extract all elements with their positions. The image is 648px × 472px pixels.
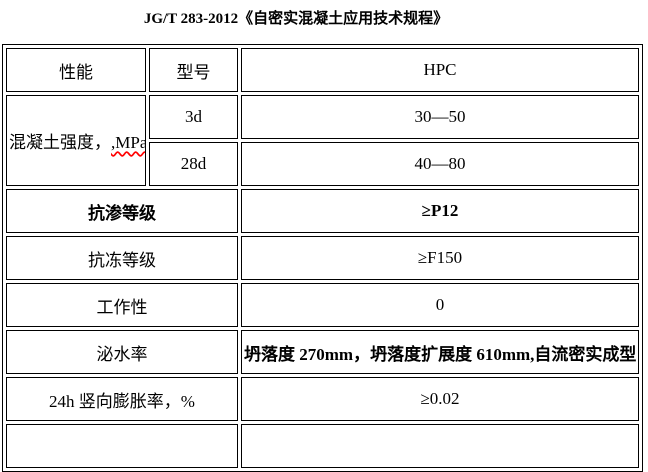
strength-value-3d: 30—50 [241,95,639,139]
frost-resistance-label: 抗冻等级 [6,236,238,280]
strength-age-28d: 28d [149,142,238,186]
strength-value-28d: 40—80 [241,142,639,186]
document-title: JG/T 283-2012《自密实混凝土应用技术规程》 [143,11,449,27]
table-row-frost-resistance: 抗冻等级 ≥F150 [6,236,639,280]
bleeding-rate-label: 泌水率 [6,330,238,374]
strength-label: 混凝土强度， [9,133,111,152]
table-row-strength-28d: 28d 40—80 [6,142,639,186]
table-row-strength-3d: 混凝土强度，,MPa 3d 30—50 [6,95,639,186]
header-cell-model: 型号 [149,48,238,92]
table-row-header: 性能 型号 HPC [6,48,639,92]
header-cell-performance: 性能 [6,48,146,92]
frost-resistance-value: ≥F150 [241,236,639,280]
bleeding-rate-value: 坍落度 270mm，坍落度扩展度 610mm,自流密实成型 [241,330,639,374]
table-row-workability: 工作性 0 [6,283,639,327]
strength-label-unit: ,MPa [111,133,146,152]
vertical-expansion-value: ≥0.02 [241,377,639,421]
partial-row-cell-right [241,424,639,468]
vertical-expansion-label: 24h 竖向膨胀率，% [6,377,238,421]
workability-value: 0 [241,283,639,327]
strength-label-cell: 混凝土强度，,MPa [6,95,146,186]
spec-table: 性能 型号 HPC 混凝土强度，,MPa 3d 30—50 28d 40—80 … [2,44,643,472]
table-row-bleeding-rate: 泌水率 坍落度 270mm，坍落度扩展度 610mm,自流密实成型 [6,330,639,374]
partial-row-cell-left [6,424,238,468]
table-row-partial [6,424,639,468]
impermeability-label: 抗渗等级 [6,189,238,233]
table-row-impermeability: 抗渗等级 ≥P12 [6,189,639,233]
strength-age-3d: 3d [149,95,238,139]
impermeability-value: ≥P12 [241,189,639,233]
workability-label: 工作性 [6,283,238,327]
table-row-vertical-expansion: 24h 竖向膨胀率，% ≥0.02 [6,377,639,421]
header-cell-type: HPC [241,48,639,92]
